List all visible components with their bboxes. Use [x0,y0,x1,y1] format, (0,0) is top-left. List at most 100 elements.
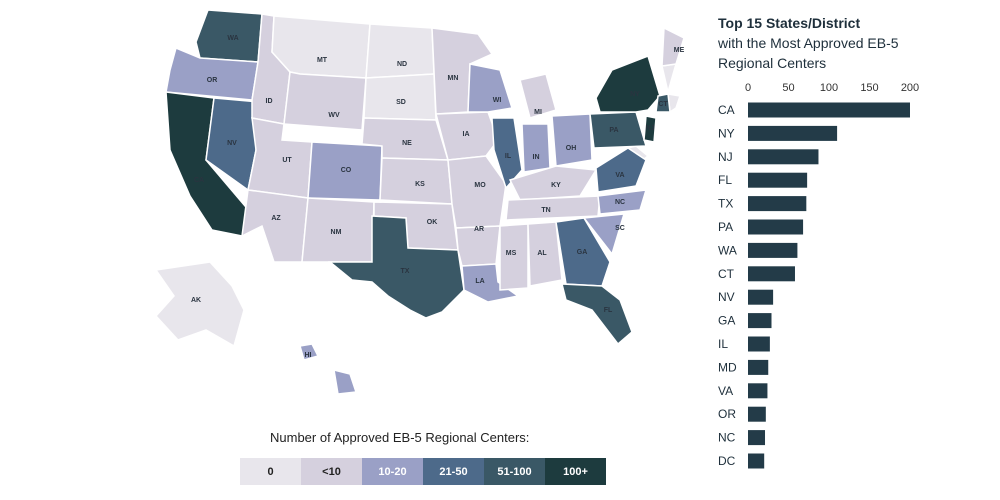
bar-wa [748,242,798,258]
state-label-ga: GA [577,249,588,256]
state-label-co: CO [341,167,352,174]
bar-nj [748,149,819,165]
chart-title: Top 15 States/District [718,15,861,31]
legend-bin-3: 21-50 [423,458,484,485]
state-mo [447,155,507,229]
legend-bin-4: 51-100 [484,458,545,485]
state-mi [519,73,557,119]
bar-nc [748,430,766,446]
us-map-panel: WA OR CA NV ID MT WV UT AZ CO NM ND SD NE KS OK TX MN IA MO… [154,9,685,485]
state-label-mt: MT [317,57,328,64]
state-tx [327,215,465,319]
state-label-id: ID [266,98,273,105]
state-nd [365,23,435,79]
legend-bin-1: <10 [301,458,362,485]
state-label-hi: HI [305,352,312,359]
bar-ny [748,125,838,141]
state-label-mi: MI [534,109,542,116]
state-label-or: OR [207,77,218,84]
category-label-md: MD [718,360,737,374]
state-sd [363,73,437,121]
state-label-ak: AK [191,297,201,304]
x-tick-label-150: 150 [860,82,878,94]
category-label-dc: DC [718,454,736,468]
state-la [461,263,520,303]
bar-fl [748,172,808,188]
state-ak [154,261,245,348]
state-label-az: AZ [271,215,281,222]
state-al [527,221,563,287]
state-va [595,147,647,193]
category-label-fl: FL [718,173,732,187]
state-ms [499,223,529,291]
state-label-ok: OK [427,219,438,226]
state-label-wa: WA [227,35,238,42]
state-hi [299,343,358,395]
us-choropleth-map: WA OR CA NV ID MT WV UT AZ CO NM ND SD NE KS OK TX MN IA MO… [154,9,685,395]
state-me [661,26,685,67]
state-label-ms: MS [506,250,517,257]
state-ny [595,55,661,113]
x-tick-label-200: 200 [901,82,919,94]
legend-bin-2: 10-20 [362,458,423,485]
bar-nv [748,289,774,305]
state-ky [508,165,598,201]
bar-tx [748,196,807,212]
state-wi [467,63,513,113]
chart-title-block: Top 15 States/District with the Most App… [718,13,998,73]
bar-md [748,359,769,375]
state-label-mn: MN [448,75,459,82]
state-label-nm: NM [331,229,342,236]
state-nc [597,189,648,215]
state-nj [643,115,657,143]
state-ct [655,93,671,113]
bar-va [748,383,768,399]
category-label-nj: NJ [718,150,733,164]
bar-ct [748,266,795,282]
chart-subtitle-line-1: with the Most Approved EB-5 [718,35,899,51]
category-label-va: VA [718,384,733,398]
legend-bin-0: 0 [240,458,301,485]
category-label-ct: CT [718,267,735,281]
state-label-al: AL [537,250,547,257]
category-label-nc: NC [718,431,736,445]
state-label-ut: UT [282,157,292,164]
state-label-ks: KS [415,181,425,188]
state-label-nc: NC [615,199,625,206]
state-label-il: IL [505,153,512,160]
state-wv [283,71,367,131]
state-label-va: VA [615,172,624,179]
legend-bin-5: 100+ [545,458,606,485]
category-label-ny: NY [718,126,735,140]
chart-subtitle-line-2: Regional Centers [718,55,827,71]
state-label-mo: MO [474,182,486,189]
state-label-fl: FL [604,307,613,314]
category-label-il: IL [718,337,728,351]
state-shape-extra-0 [661,63,678,93]
category-label-ga: GA [718,314,735,328]
state-label-ca: CA [194,177,204,184]
bar-pa [748,219,804,235]
state-label-ne: NE [402,140,412,147]
legend: 0 <10 10-20 21-50 51-100 100+ [240,458,606,485]
state-label-ky: KY [551,182,561,189]
state-label-tx: TX [401,268,410,275]
state-label-oh: OH [566,145,577,152]
category-label-or: OR [718,407,736,421]
x-tick-label-50: 50 [782,82,794,94]
state-in [521,123,551,173]
state-label-nj: NJ [646,125,655,132]
state-label-tn: TN [541,207,550,214]
state-label-la: LA [475,278,484,285]
bar-il [748,336,770,352]
category-label-tx: TX [718,197,733,211]
state-tn [505,195,601,221]
bar-ga [748,313,772,329]
state-fl [561,283,633,346]
state-label-ar: AR [474,226,484,233]
top-states-bar-chart: 0 50 100 150 200 CA NY NJ FL TX PA WA CT NV GA IL MD VA O… [718,82,919,469]
state-sc [582,213,626,256]
legend-title: Number of Approved EB-5 Regional Centers… [270,430,530,445]
state-label-ny: NY [630,91,640,98]
category-label-nv: NV [718,290,735,304]
